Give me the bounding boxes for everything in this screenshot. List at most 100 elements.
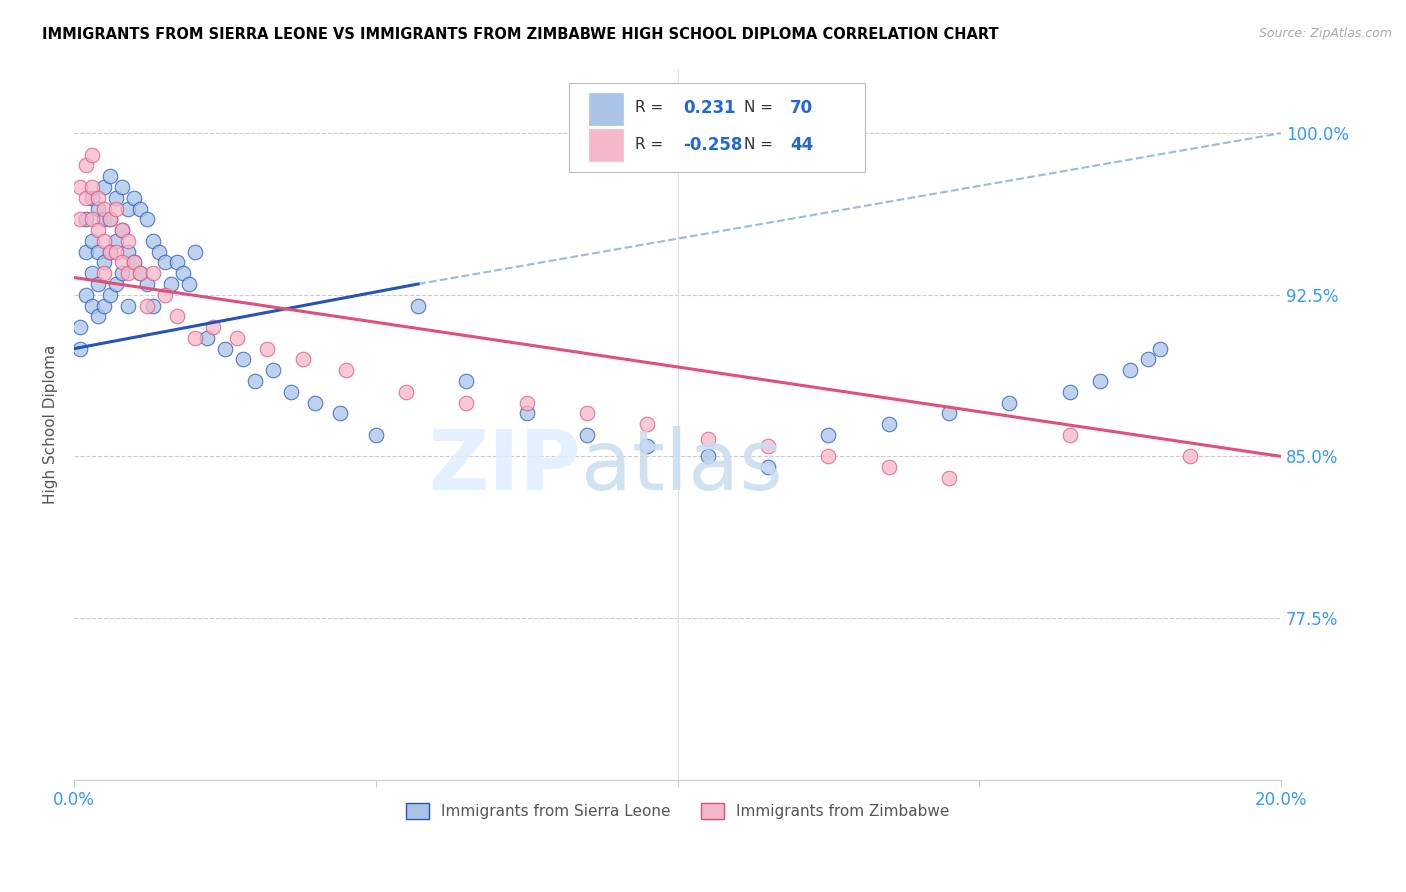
Text: R =: R = [636,100,668,115]
Point [75,159,97,173]
Y-axis label: High School Diploma: High School Diploma [44,344,58,504]
Point [82,191,104,205]
Point [111,223,134,237]
Point [124,255,146,269]
Point [232,352,254,367]
Point [576,406,599,420]
Point [82,234,104,248]
Point [329,406,352,420]
Point [1059,384,1081,399]
Point [75,212,97,227]
Point [166,255,188,269]
Point [105,234,128,248]
Text: ZIP: ZIP [429,426,581,508]
Point [98,169,121,184]
Point [335,363,357,377]
Text: atlas: atlas [581,426,783,508]
Point [262,363,284,377]
Point [256,342,278,356]
Point [105,244,128,259]
Point [82,180,104,194]
Point [93,266,115,280]
Point [82,212,104,227]
Point [364,427,387,442]
Point [456,395,478,409]
Point [243,374,266,388]
Point [93,255,115,269]
Point [226,331,249,345]
Point [456,374,478,388]
Point [111,255,134,269]
Point [105,191,128,205]
Point [696,432,718,446]
Point [117,202,139,216]
Point [117,266,139,280]
Point [87,277,110,291]
Point [877,460,900,475]
Point [129,266,152,280]
Point [93,212,115,227]
Point [636,417,658,431]
Point [111,223,134,237]
Point [166,310,188,324]
Point [938,471,960,485]
Point [87,191,110,205]
Text: R =: R = [636,137,668,153]
Point [98,244,121,259]
Point [406,299,429,313]
Point [280,384,302,399]
Point [877,417,900,431]
Point [69,320,91,334]
Point [75,244,97,259]
Point [576,427,599,442]
Point [87,244,110,259]
Point [395,384,418,399]
Point [998,395,1021,409]
Point [292,352,315,367]
Bar [589,94,623,126]
Point [98,212,121,227]
Point [304,395,326,409]
Point [817,450,839,464]
Point [184,331,207,345]
Point [516,395,538,409]
Point [124,255,146,269]
Point [75,191,97,205]
Point [98,244,121,259]
Point [111,180,134,194]
Legend: Immigrants from Sierra Leone, Immigrants from Zimbabwe: Immigrants from Sierra Leone, Immigrants… [399,797,956,825]
Point [87,310,110,324]
Text: IMMIGRANTS FROM SIERRA LEONE VS IMMIGRANTS FROM ZIMBABWE HIGH SCHOOL DIPLOMA COR: IMMIGRANTS FROM SIERRA LEONE VS IMMIGRAN… [42,27,998,42]
Text: 0.231: 0.231 [683,99,737,117]
Point [117,234,139,248]
Point [69,342,91,356]
Point [129,266,152,280]
Point [82,266,104,280]
Point [938,406,960,420]
Point [93,180,115,194]
Point [1059,427,1081,442]
Point [148,244,170,259]
Point [1137,352,1160,367]
Text: N =: N = [744,137,778,153]
Point [636,439,658,453]
Point [135,299,157,313]
FancyBboxPatch shape [569,83,865,171]
Point [141,299,163,313]
Point [153,255,176,269]
Point [135,277,157,291]
Bar [589,129,623,161]
Point [184,244,207,259]
Point [87,223,110,237]
Point [1180,450,1202,464]
Text: N =: N = [744,100,778,115]
Point [141,234,163,248]
Point [105,277,128,291]
Point [82,299,104,313]
Point [1149,342,1171,356]
Point [696,450,718,464]
Text: Source: ZipAtlas.com: Source: ZipAtlas.com [1258,27,1392,40]
Point [201,320,224,334]
Point [172,266,194,280]
Point [1119,363,1142,377]
